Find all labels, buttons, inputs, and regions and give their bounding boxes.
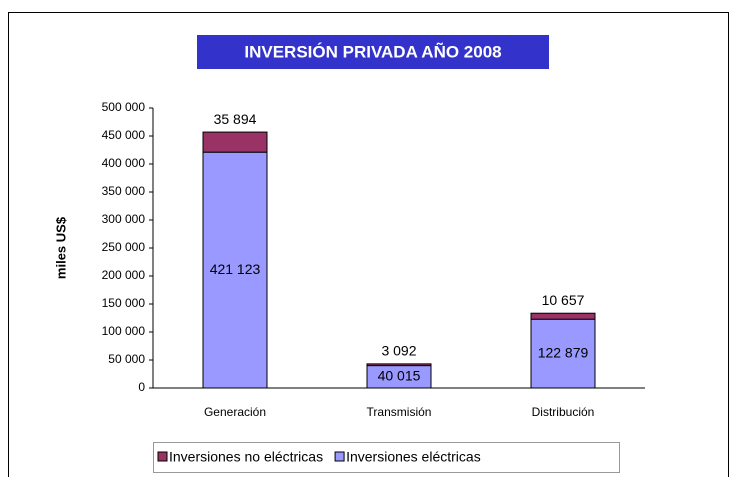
legend-box bbox=[153, 442, 620, 473]
y-tick-label: 400 000 bbox=[102, 156, 146, 170]
legend-swatch bbox=[157, 451, 168, 462]
y-axis-label: miles US$ bbox=[53, 216, 68, 279]
bar-segment bbox=[202, 131, 268, 153]
y-tick-label: 250 000 bbox=[102, 240, 146, 254]
y-tick-label: 150 000 bbox=[102, 296, 146, 310]
y-tick-label: 350 000 bbox=[102, 184, 146, 198]
legend-label: Inversiones eléctricas bbox=[346, 449, 481, 465]
y-tick-label: 500 000 bbox=[102, 100, 146, 114]
chart-border bbox=[8, 12, 729, 477]
y-tick-label: 450 000 bbox=[102, 128, 146, 142]
value-label: 10 657 bbox=[542, 292, 585, 308]
title-box bbox=[197, 35, 549, 69]
x-tick-label: Generación bbox=[204, 405, 266, 419]
y-tick-label: 200 000 bbox=[102, 268, 146, 282]
x-tick-label: Distribución bbox=[532, 405, 595, 419]
value-label: 122 879 bbox=[538, 344, 589, 360]
bar-segment bbox=[530, 318, 596, 389]
chart-title: INVERSIÓN PRIVADA AÑO 2008 bbox=[244, 41, 501, 61]
value-label: 35 894 bbox=[214, 111, 257, 127]
legend-label: Inversiones no eléctricas bbox=[169, 449, 323, 465]
legend-swatch bbox=[334, 451, 345, 462]
y-tick-label: 50 000 bbox=[108, 352, 145, 366]
bar-segment bbox=[366, 363, 432, 367]
y-tick-label: 100 000 bbox=[102, 324, 146, 338]
y-tick-label: 300 000 bbox=[102, 212, 146, 226]
bar-segment bbox=[530, 312, 596, 320]
bar-segment bbox=[202, 151, 268, 389]
x-tick-label: Transmisión bbox=[367, 405, 432, 419]
value-label: 40 015 bbox=[378, 367, 421, 383]
value-label: 3 092 bbox=[381, 343, 416, 359]
y-tick-label: 0 bbox=[138, 380, 145, 394]
value-label: 421 123 bbox=[210, 261, 261, 277]
